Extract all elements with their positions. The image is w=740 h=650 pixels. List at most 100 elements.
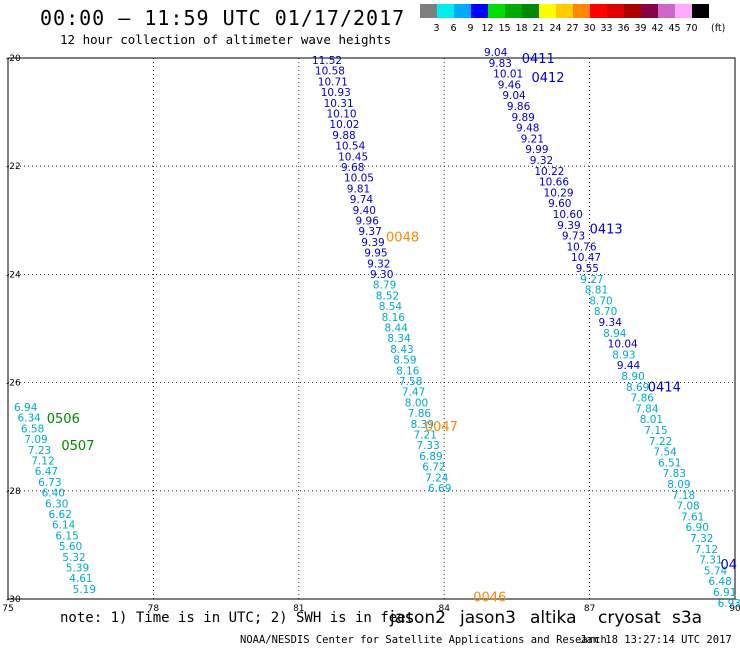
wave-height-value: 10.01	[493, 69, 523, 81]
y-tick-label: -24	[6, 270, 21, 280]
wave-height-value: 9.32	[530, 155, 553, 167]
wave-height-value: 7.12	[31, 456, 54, 468]
legend-label: 36	[617, 23, 629, 34]
legend-unit: (ft)	[711, 23, 725, 34]
wave-height-value: 8.34	[387, 333, 411, 345]
wave-height-value: 9.86	[507, 101, 531, 113]
x-tick-label: 90	[729, 604, 740, 614]
wave-height-value: 5.19	[73, 584, 96, 596]
wave-height-value: 6.15	[55, 530, 78, 542]
wave-height-value: 5.32	[62, 552, 85, 564]
legend-label: 33	[600, 23, 612, 34]
wave-height-value: 8.81	[585, 285, 608, 297]
wave-height-value: 9.32	[367, 258, 390, 270]
wave-height-value: 9.39	[361, 237, 384, 249]
wave-height-value: 7.47	[402, 387, 425, 399]
wave-height-value: 7.12	[695, 544, 718, 556]
satellite-legend-jason2: jason2	[390, 608, 446, 628]
wave-height-value: 8.00	[405, 397, 428, 409]
chart-title: 00:00 — 11:59 UTC 01/17/2017	[40, 6, 406, 30]
satellite-legend-altika: altika	[530, 608, 577, 628]
wave-height-value: 7.09	[24, 434, 47, 446]
pass-time-label: 0412	[531, 71, 564, 86]
legend-label: 15	[498, 23, 510, 34]
wave-height-value: 9.99	[525, 144, 548, 156]
wave-height-value: 9.83	[489, 58, 512, 70]
wave-height-value: 8.69	[626, 382, 649, 394]
legend-swatch	[641, 4, 658, 18]
wave-height-value: 8.43	[390, 344, 413, 356]
wave-height-value: 9.81	[347, 183, 370, 195]
wave-height-value: 9.21	[521, 133, 544, 145]
wave-height-value: 7.21	[414, 430, 437, 442]
legend-swatch	[590, 4, 607, 18]
pass-time-label: 0413	[590, 222, 623, 237]
legend-label: 9	[467, 23, 473, 34]
wave-height-value: 6.58	[21, 423, 44, 435]
wave-height-value: 10.76	[566, 241, 596, 253]
wave-height-value: 8.01	[640, 414, 663, 426]
legend-swatch	[488, 4, 505, 18]
legend-label: 6	[450, 23, 456, 34]
legend-swatch	[675, 4, 692, 18]
wave-height-value: 10.58	[315, 66, 345, 78]
wave-height-value: 6.62	[49, 509, 72, 521]
wave-height-value: 7.84	[635, 403, 659, 415]
pass-time-label: 04	[720, 558, 737, 573]
wave-height-value: 7.23	[28, 445, 51, 457]
wave-height-value: 6.89	[419, 451, 442, 463]
wave-height-value: 8.70	[589, 295, 612, 307]
legend-swatch	[471, 4, 488, 18]
wave-height-value: 7.58	[399, 376, 422, 388]
satellite-legend-cryosat: cryosat	[598, 608, 661, 628]
wave-height-value: 8.52	[376, 290, 399, 302]
y-tick-label: -22	[6, 162, 21, 172]
wave-height-value: 8.79	[373, 280, 396, 292]
wave-height-value: 4.61	[69, 573, 92, 585]
wave-height-value: 7.32	[690, 533, 713, 545]
wave-height-value: 6.73	[38, 477, 61, 489]
chart-subtitle: 12 hour collection of altimeter wave hei…	[60, 32, 392, 47]
wave-height-value: 7.31	[699, 555, 722, 567]
wave-height-value: 8.09	[667, 479, 690, 491]
legend-swatch	[420, 4, 437, 18]
wave-height-value: 9.95	[364, 248, 387, 260]
wave-height-value: 8.94	[603, 328, 627, 340]
wave-height-value: 9.46	[498, 79, 522, 91]
wave-height-value: 10.45	[338, 151, 368, 163]
wave-height-value: 7.18	[672, 490, 695, 502]
legend-label: 12	[481, 23, 493, 34]
legend-label: 3	[433, 23, 439, 34]
x-tick-label: 87	[584, 604, 595, 614]
wave-height-value: 7.83	[663, 468, 686, 480]
wave-height-value: 6.40	[42, 488, 65, 500]
wave-height-value: 8.16	[396, 365, 420, 377]
pass-time-label: 0507	[61, 439, 94, 454]
y-tick-label: -20	[6, 54, 21, 64]
legend-label: 27	[566, 23, 578, 34]
wave-height-value: 6.69	[428, 483, 451, 495]
x-tick-label: 84	[438, 604, 450, 614]
y-tick-label: -28	[6, 487, 21, 497]
wave-height-value: 9.68	[341, 162, 364, 174]
wave-height-value: 6.34	[17, 413, 41, 425]
wave-height-value: 10.05	[344, 173, 374, 185]
x-tick-label: 78	[148, 604, 160, 614]
wave-height-value: 8.39	[411, 419, 434, 431]
legend-label: 42	[651, 23, 663, 34]
wave-height-value: 6.48	[708, 576, 731, 588]
pass-time-label: 0414	[648, 380, 681, 395]
wave-height-value: 9.37	[358, 226, 381, 238]
wave-height-value: 10.66	[539, 177, 569, 189]
legend-swatch	[522, 4, 539, 18]
wave-height-value: 6.30	[45, 498, 68, 510]
legend-swatch	[624, 4, 641, 18]
wave-height-value: 7.61	[681, 511, 704, 523]
wave-height-value: 9.96	[356, 216, 380, 228]
wave-height-value: 5.39	[66, 563, 89, 575]
wave-height-value: 7.22	[649, 436, 672, 448]
wave-height-value: 6.93	[718, 598, 740, 610]
wave-height-value: 7.54	[653, 447, 677, 459]
wave-height-value: 9.88	[332, 130, 355, 142]
wave-height-value: 6.51	[658, 457, 681, 469]
